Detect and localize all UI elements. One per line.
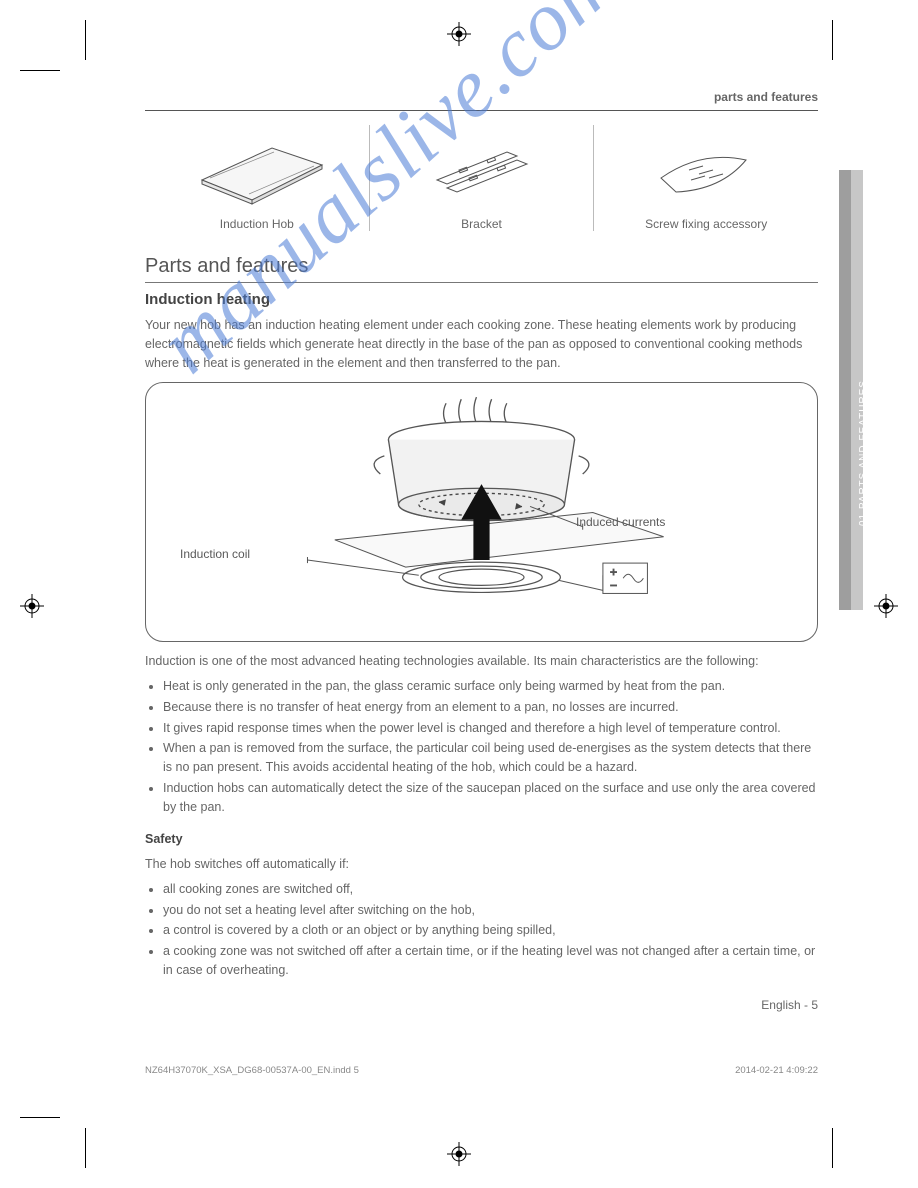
list-item: you do not set a heating level after swi… (163, 901, 818, 920)
list-item: When a pan is removed from the surface, … (163, 739, 818, 777)
feature-bullets: Heat is only generated in the pan, the g… (163, 677, 818, 816)
safety-intro: The hob switches off automatically if: (145, 855, 818, 874)
page-number: English - 5 (145, 998, 818, 1012)
list-item: Induction hobs can automatically detect … (163, 779, 818, 817)
footer-timestamp: 2014-02-21 4:09:22 (735, 1065, 818, 1076)
components-row: Induction Hob Bracket (145, 125, 818, 231)
section-subtitle: Induction heating (145, 291, 818, 308)
crop-mark (20, 70, 60, 71)
list-item: Heat is only generated in the pan, the g… (163, 677, 818, 696)
registration-mark-icon (20, 594, 44, 618)
side-tab (839, 170, 851, 610)
header-bar: parts and features . (145, 90, 818, 102)
side-tab-label: 01 PARTS AND FEATURES (858, 380, 869, 526)
component-label: Screw fixing accessory (604, 217, 808, 231)
list-item: It gives rapid response times when the p… (163, 719, 818, 738)
section-title: Parts and features (145, 255, 818, 278)
diagram-label-currents: Induced currents (576, 515, 665, 529)
crop-mark (85, 1128, 86, 1168)
list-item: a cooking zone was not switched off afte… (163, 942, 818, 980)
intro-paragraph: Your new hob has an induction heating el… (145, 316, 818, 372)
bracket-illustration (380, 125, 584, 215)
registration-mark-icon (447, 22, 471, 46)
crop-mark (832, 1128, 833, 1168)
safety-heading: Safety (145, 830, 818, 849)
body-paragraph: Induction is one of the most advanced he… (145, 652, 818, 671)
crop-mark (85, 20, 86, 60)
induction-diagram-svg: + − (146, 383, 817, 641)
accessory-illustration (604, 125, 808, 215)
footer: NZ64H37070K_XSA_DG68-00537A-00_EN.indd 5… (145, 1065, 818, 1076)
registration-mark-icon (874, 594, 898, 618)
component-label: Induction Hob (155, 217, 359, 231)
svg-text:+: + (610, 565, 617, 579)
safety-bullets: all cooking zones are switched off, you … (163, 880, 818, 980)
registration-mark-icon (447, 1142, 471, 1166)
hob-illustration (155, 125, 359, 215)
induction-diagram: + − Induction coil Induced currents (145, 382, 818, 642)
divider (145, 282, 818, 283)
list-item: Because there is no transfer of heat ene… (163, 698, 818, 717)
crop-mark (20, 1117, 60, 1118)
svg-text:−: − (610, 579, 617, 593)
list-item: all cooking zones are switched off, (163, 880, 818, 899)
crop-mark (832, 20, 833, 60)
divider (145, 110, 818, 111)
diagram-label-coil: Induction coil (180, 547, 250, 561)
page-content: parts and features . Induction Hob (145, 90, 818, 1078)
component-accessory: Screw fixing accessory (594, 125, 818, 231)
component-hob: Induction Hob (145, 125, 370, 231)
header-title: parts and features (714, 90, 818, 104)
component-label: Bracket (380, 217, 584, 231)
list-item: a control is covered by a cloth or an ob… (163, 921, 818, 940)
footer-filename: NZ64H37070K_XSA_DG68-00537A-00_EN.indd 5 (145, 1065, 359, 1076)
component-bracket: Bracket (370, 125, 595, 231)
